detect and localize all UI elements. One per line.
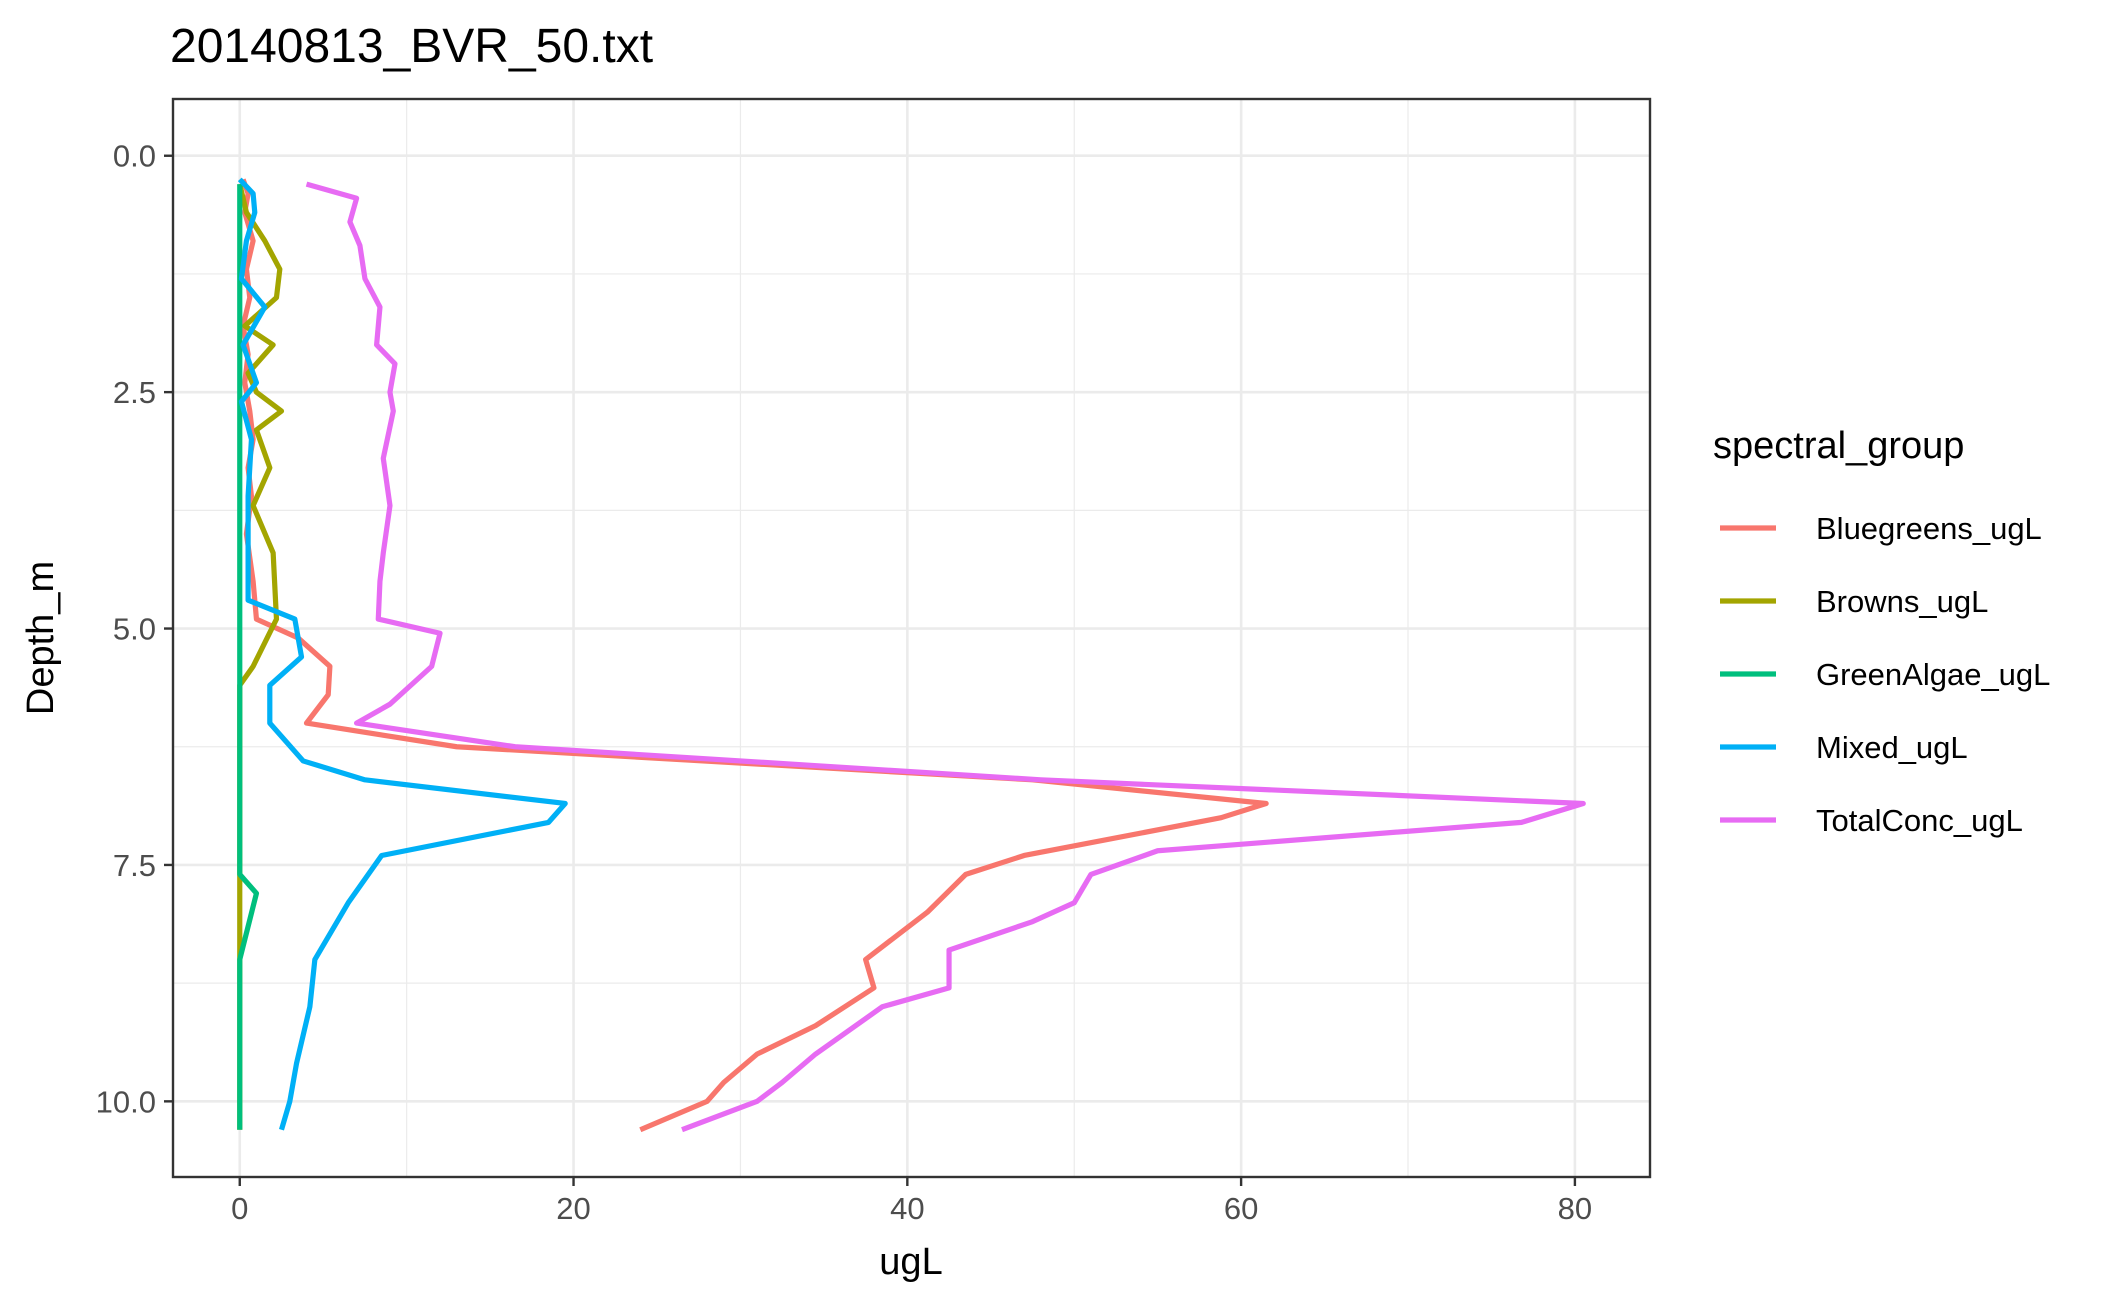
plot-panel	[173, 99, 1650, 1177]
y-tick-label: 5.0	[113, 612, 156, 647]
series-line-mixed-ugl	[237, 177, 568, 1131]
x-tick-label: 60	[1224, 1191, 1258, 1226]
legend-item: Browns_ugL	[1720, 584, 1988, 619]
y-axis-title: Depth_m	[20, 561, 62, 715]
x-tick-label: 40	[890, 1191, 924, 1226]
legend-item: TotalConc_ugL	[1720, 803, 2023, 838]
legend-label: GreenAlgae_ugL	[1816, 657, 2050, 692]
legend-label: Bluegreens_ugL	[1816, 511, 2042, 546]
y-tick-label: 0.0	[113, 139, 156, 174]
legend-item: GreenAlgae_ugL	[1720, 657, 2050, 692]
legend-label: Mixed_ugL	[1816, 730, 1968, 765]
series-line-greenalgae-ugl	[237, 184, 260, 1130]
legend-item: Bluegreens_ugL	[1720, 511, 2042, 546]
series-line-totalconc-ugl	[305, 181, 1586, 1133]
legend-label: Browns_ugL	[1816, 584, 1988, 619]
x-tick-label: 80	[1558, 1191, 1592, 1226]
legend-item: Mixed_ugL	[1720, 730, 1968, 765]
legend-label: TotalConc_ugL	[1816, 803, 2023, 838]
x-tick-label: 0	[231, 1191, 248, 1226]
series-lines	[237, 177, 1586, 1133]
axes: 0 20 40 60 80 0.0 2.5 5.0 7.5 10.0	[96, 139, 1592, 1226]
legend: spectral_group Bluegreens_ugL Browns_ugL G…	[1713, 425, 2050, 838]
legend-title: spectral_group	[1713, 425, 1964, 467]
plot-panel-border	[171, 97, 1652, 1179]
y-tick-label: 2.5	[113, 375, 156, 410]
y-tick-label: 10.0	[96, 1084, 156, 1119]
series-line-browns-ugl	[237, 183, 285, 1130]
chart-title: 20140813_BVR_50.txt	[170, 20, 653, 73]
y-tick-label: 7.5	[113, 848, 156, 883]
x-tick-label: 20	[556, 1191, 590, 1226]
series-line-bluegreens-ugl	[240, 178, 1269, 1133]
x-axis-title: ugL	[879, 1241, 942, 1283]
